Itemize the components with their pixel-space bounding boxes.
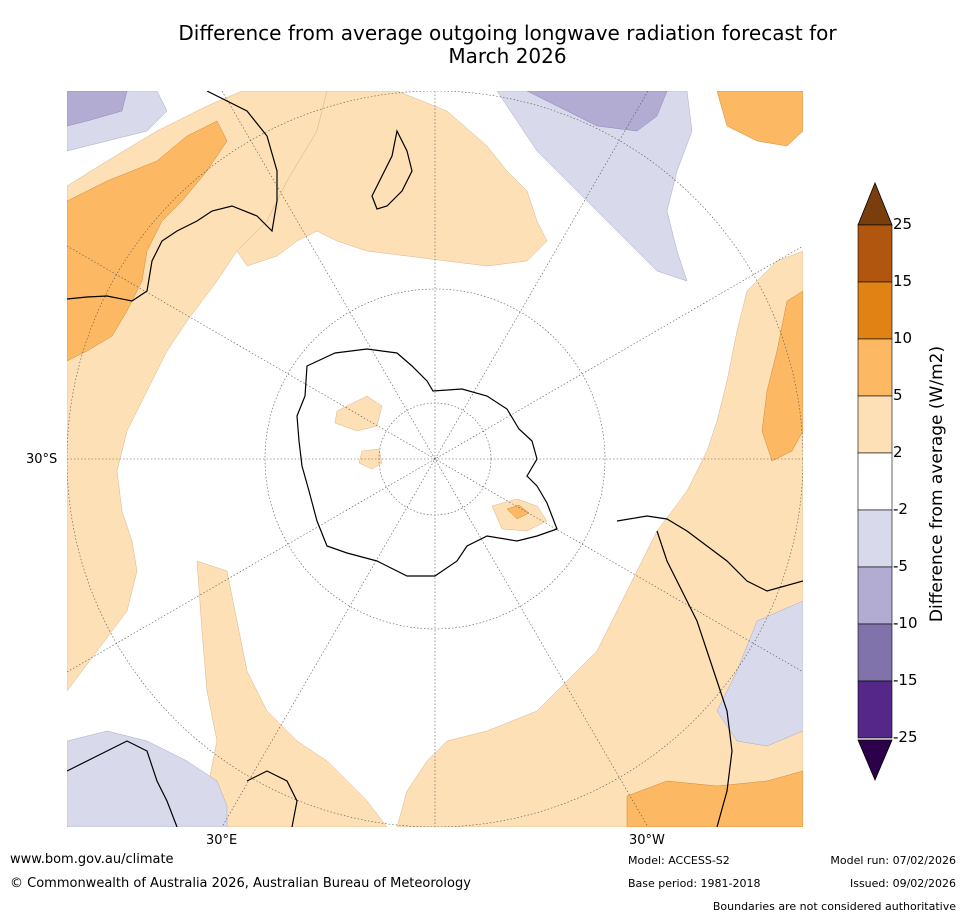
coastlines [67, 91, 803, 827]
footer-model: Model: ACCESS-S2 [628, 854, 730, 867]
chart-title-line2: March 2026 [448, 44, 567, 68]
antarctica-coastline [296, 348, 558, 577]
africa-coastline [67, 740, 178, 827]
colorbar-tick-label: -5 [893, 557, 908, 575]
footer-copyright: © Commonwealth of Australia 2026, Austra… [10, 876, 471, 891]
anomaly-region-south-america-west [716, 600, 803, 747]
colorbar [857, 181, 893, 782]
colorbar-band-m10_m5 [857, 566, 893, 625]
colorbar-tick-label: 10 [893, 329, 913, 347]
colorbar-band-2_5 [857, 395, 893, 454]
colorbar-tick-label: 25 [893, 215, 913, 233]
anomaly-region-australia-nw [67, 120, 228, 362]
footer-base-period: Base period: 1981-2018 [628, 877, 761, 890]
chart-title: Difference from average outgoing longwav… [60, 22, 955, 68]
colorbar-band-m2_2 [857, 452, 893, 511]
anomaly-region-nw-purple [67, 91, 128, 127]
anomaly-region-pacific-purple [526, 91, 668, 132]
colorbar-under-arrow [857, 739, 893, 782]
lat-label-30s: 30°S [26, 452, 58, 467]
footer-model-run: Model run: 07/02/2026 [830, 854, 956, 867]
anomaly-neg5-to-neg10-regions [67, 91, 668, 132]
colorbar-tick-label: -25 [893, 728, 918, 746]
colorbar-band-5_10 [857, 338, 893, 397]
colorbar-band-m15_m10 [857, 623, 893, 682]
colorbar-title: Difference from average (W/m2) [927, 345, 947, 623]
colorbar-band-10_15 [857, 281, 893, 340]
colorbar-tick-label: 15 [893, 272, 913, 290]
anomaly-region-indian-ocean [196, 560, 388, 827]
anomaly-region-ne-corner [716, 91, 803, 147]
anomaly-region-antarctic-small [358, 448, 383, 470]
anomaly-5-to-10-regions [67, 91, 803, 827]
australia-coastline [67, 91, 278, 302]
madagascar-coastline [246, 770, 298, 827]
south-america-inland [656, 530, 733, 827]
lon-label-30w: 30°W [629, 833, 665, 848]
colorbar-over-arrow [857, 181, 893, 226]
colorbar-tick-label: 5 [893, 386, 903, 404]
colorbar-band-15_25 [857, 224, 893, 283]
chart-title-line1: Difference from average outgoing longwav… [178, 21, 837, 45]
colorbar-band-m5_m2 [857, 509, 893, 568]
footer-issued: Issued: 09/02/2026 [849, 877, 956, 890]
anomaly-region-south-atlantic [761, 290, 803, 462]
anomaly-region-sw-corner [67, 730, 228, 827]
footer-disclaimer: Boundaries are not considered authoritat… [712, 900, 956, 913]
olr-anomaly-map [67, 91, 803, 827]
south-america-coastline [616, 515, 803, 592]
anomaly-region-atlantic-east [396, 250, 803, 827]
map-graticule [67, 91, 803, 827]
colorbar-band-m25_m15 [857, 680, 893, 739]
colorbar-tick-label: 2 [893, 443, 903, 461]
anomaly-region-tasman [236, 91, 548, 267]
colorbar-tick-label: -10 [893, 614, 918, 632]
colorbar-bands [857, 224, 893, 739]
anomaly-region-south-pacific [496, 91, 693, 282]
anomaly-region-weddell-inner [506, 504, 530, 520]
anomaly-region-antarctic-east [334, 395, 383, 432]
colorbar-tick-label: -15 [893, 671, 918, 689]
new-zealand-coastline [371, 129, 413, 210]
footer-website: www.bom.gov.au/climate [10, 852, 174, 867]
lon-label-30e: 30°E [206, 833, 238, 848]
anomaly-region-se-corner [626, 770, 803, 827]
colorbar-tick-label: -2 [893, 500, 908, 518]
